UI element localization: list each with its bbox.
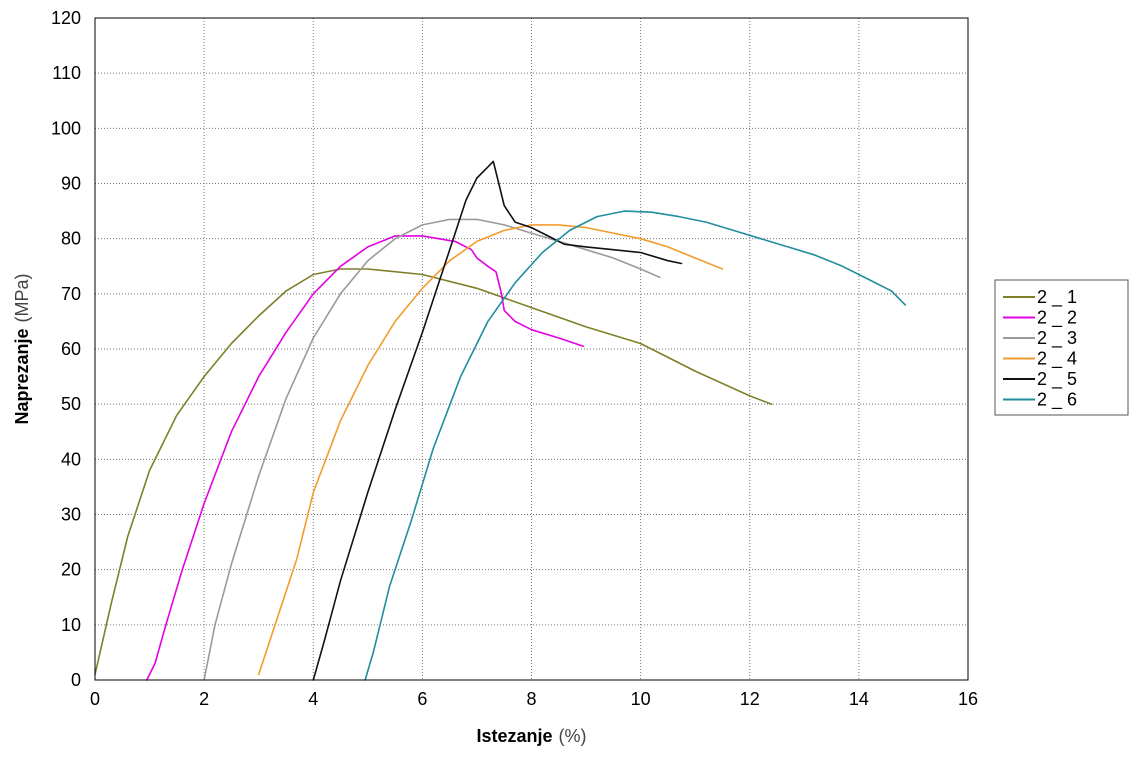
series-line-5 — [312, 160, 683, 681]
y-tick-label: 90 — [61, 174, 81, 194]
y-tick-label: 60 — [61, 339, 81, 359]
series-line-1 — [94, 268, 773, 676]
x-tick-label: 14 — [849, 689, 869, 709]
x-axis-title-main: Istezanje — [476, 726, 552, 746]
legend-label-2: 2 _ 2 — [1037, 308, 1077, 329]
series-lines — [94, 160, 907, 681]
tick-labels: 0 2 4 6 8 10 12 14 16 0 10 20 30 40 50 60 70 80 90 100 110 12… — [51, 8, 978, 709]
x-axis-title-unit: (%) — [559, 726, 587, 746]
series-line-3 — [203, 218, 661, 681]
legend-items: 2 _ 12 _ 22 _ 32 _ 42 _ 52 _ 6 — [1003, 287, 1077, 411]
legend-label-3: 2 _ 3 — [1037, 328, 1077, 349]
y-axis-title: Naprezanje (MPa) — [12, 273, 32, 424]
x-tick-label: 16 — [958, 689, 978, 709]
y-tick-label: 40 — [61, 449, 81, 469]
y-axis-title-main: Naprezanje — [12, 328, 32, 424]
y-tick-label: 120 — [51, 8, 81, 28]
x-tick-label: 0 — [90, 689, 100, 709]
series-line-6 — [364, 210, 907, 681]
y-tick-label: 10 — [61, 615, 81, 635]
y-tick-label: 110 — [52, 63, 81, 83]
x-axis-title: Istezanje (%) — [476, 726, 586, 746]
y-tick-label: 100 — [51, 118, 81, 138]
y-tick-label: 80 — [61, 229, 81, 249]
legend-label-6: 2 _ 6 — [1037, 390, 1077, 411]
plot-frame — [94, 17, 969, 681]
legend: 2 _ 12 _ 22 _ 32 _ 42 _ 52 _ 6 — [994, 279, 1129, 416]
x-tick-label: 8 — [526, 689, 536, 709]
y-tick-label: 70 — [61, 284, 81, 304]
legend-label-1: 2 _ 1 — [1037, 287, 1077, 308]
y-tick-label: 50 — [61, 394, 81, 414]
series-line-4 — [257, 224, 724, 676]
x-tick-label: 6 — [417, 689, 427, 709]
legend-label-5: 2 _ 5 — [1037, 369, 1077, 390]
x-tick-label: 10 — [631, 689, 651, 709]
y-tick-label: 20 — [61, 560, 81, 580]
x-tick-label: 4 — [308, 689, 318, 709]
series-line-2 — [146, 235, 585, 681]
y-tick-label: 0 — [71, 670, 81, 690]
grid-lines — [95, 18, 968, 680]
x-tick-label: 2 — [199, 689, 209, 709]
x-tick-label: 12 — [740, 689, 760, 709]
legend-box — [994, 279, 1129, 416]
legend-label-4: 2 _ 4 — [1037, 349, 1077, 370]
y-tick-label: 30 — [61, 505, 81, 525]
y-axis-title-unit: (MPa) — [12, 273, 32, 322]
